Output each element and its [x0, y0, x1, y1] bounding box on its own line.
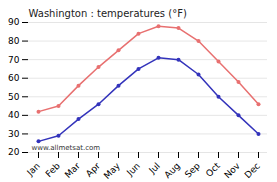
- svg-text:May: May: [102, 160, 123, 181]
- svg-text:Jun: Jun: [124, 161, 142, 179]
- svg-text:20: 20: [8, 147, 20, 157]
- svg-text:Dec: Dec: [243, 161, 262, 180]
- svg-text:60: 60: [8, 73, 20, 83]
- svg-text:Apr: Apr: [84, 161, 102, 179]
- svg-text:Jan: Jan: [24, 161, 42, 179]
- svg-text:40: 40: [8, 110, 20, 120]
- svg-text:70: 70: [8, 55, 20, 65]
- svg-text:Washington : temperatures (°F): Washington : temperatures (°F): [29, 8, 187, 19]
- svg-text:80: 80: [8, 36, 20, 46]
- svg-text:Mar: Mar: [63, 160, 82, 179]
- svg-text:50: 50: [8, 92, 20, 102]
- svg-text:Aug: Aug: [162, 161, 182, 181]
- svg-text:Oct: Oct: [204, 160, 222, 178]
- svg-text:30: 30: [8, 129, 20, 139]
- svg-text:Sep: Sep: [183, 161, 202, 180]
- svg-text:90: 90: [8, 17, 20, 27]
- svg-text:Nov: Nov: [222, 160, 242, 180]
- svg-text:Jul: Jul: [146, 161, 161, 176]
- svg-text:www.allmetsat.com: www.allmetsat.com: [32, 144, 101, 152]
- svg-text:Feb: Feb: [44, 161, 63, 180]
